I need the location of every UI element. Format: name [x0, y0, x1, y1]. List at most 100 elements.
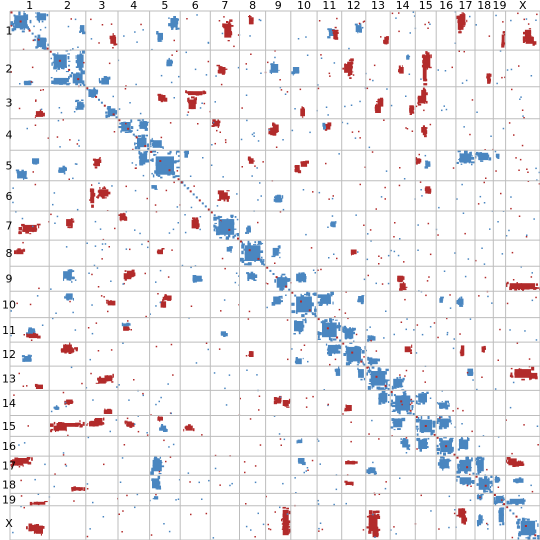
noise-cell	[318, 191, 321, 194]
blue-cell	[338, 322, 340, 326]
noise-cell	[210, 164, 213, 166]
diagonal-cell	[351, 351, 354, 354]
blue-cell	[456, 161, 459, 164]
red-cell	[286, 406, 290, 408]
noise-cell	[189, 481, 191, 483]
blue-cell	[42, 14, 46, 18]
diagonal-cell	[100, 101, 103, 104]
noise-cell	[62, 454, 65, 456]
noise-cell	[99, 187, 101, 189]
red-cell	[423, 88, 426, 92]
noise-cell	[383, 119, 385, 121]
red-cell	[68, 402, 70, 406]
blue-cell	[10, 23, 14, 26]
noise-cell	[411, 402, 413, 404]
noise-cell	[453, 338, 455, 340]
noise-cell	[62, 391, 65, 394]
blue-cell	[411, 400, 415, 403]
noise-cell	[16, 302, 18, 305]
noise-cell	[317, 440, 320, 442]
blue-cell	[439, 416, 443, 418]
noise-cell	[32, 171, 34, 173]
noise-cell	[457, 407, 459, 410]
red-cell	[33, 228, 38, 231]
noise-cell	[355, 214, 357, 216]
blue-cell	[460, 163, 463, 165]
noise-cell	[237, 66, 240, 69]
red-cell	[487, 78, 491, 82]
noise-cell	[139, 232, 141, 235]
blue-cell	[171, 26, 173, 30]
blue-cell	[139, 145, 142, 147]
noise-cell	[505, 419, 507, 421]
diagonal-cell	[387, 387, 390, 390]
blue-cell	[440, 456, 444, 459]
red-cell	[114, 43, 118, 46]
red-cell	[460, 353, 464, 357]
blue-cell	[300, 459, 303, 464]
left-tick-label: 17	[2, 460, 16, 473]
blue-cell	[53, 66, 57, 70]
noise-cell	[69, 300, 71, 303]
blue-cell	[280, 300, 283, 303]
blue-block	[325, 343, 342, 356]
noise-cell	[76, 163, 78, 165]
blue-cell	[216, 232, 220, 236]
blue-cell	[322, 296, 326, 298]
red-cell	[129, 273, 134, 275]
left-tick-label: 2	[6, 62, 13, 75]
blue-cell	[418, 446, 420, 448]
noise-cell	[36, 295, 39, 297]
blue-cell	[428, 427, 432, 431]
red-cell	[17, 463, 19, 466]
blue-cell	[467, 373, 469, 375]
blue-cell	[36, 13, 47, 21]
red-cell	[282, 506, 286, 509]
blue-cell	[271, 67, 273, 70]
red-cell	[78, 422, 81, 426]
blue-cell	[492, 483, 494, 485]
noise-cell	[536, 13, 538, 16]
noise-cell	[221, 257, 224, 260]
blue-cell	[437, 403, 441, 405]
noise-cell	[502, 127, 505, 130]
red-block	[420, 87, 428, 103]
blue-cell	[192, 279, 194, 281]
blue-cell	[171, 160, 174, 163]
diagonal-cell	[442, 442, 445, 445]
red-cell	[368, 510, 373, 515]
red-cell	[66, 403, 70, 405]
noise-cell	[317, 269, 319, 271]
blue-cell	[423, 393, 427, 397]
noise-cell	[495, 170, 497, 172]
noise-cell	[146, 197, 148, 200]
noise-cell	[405, 95, 407, 97]
blue-cell	[35, 16, 39, 18]
blue-cell	[305, 317, 307, 321]
noise-cell	[78, 139, 80, 142]
red-cell	[415, 161, 418, 165]
blue-cell	[441, 467, 445, 469]
red-cell	[383, 39, 386, 44]
blue-cell	[335, 221, 337, 224]
red-cell	[162, 305, 166, 308]
noise-cell	[367, 366, 370, 368]
noise-cell	[380, 36, 382, 38]
blue-cell	[457, 150, 461, 153]
blue-cell	[170, 168, 173, 170]
blue-cell	[219, 237, 223, 239]
noise-cell	[222, 176, 224, 178]
blue-cell	[247, 240, 250, 244]
noise-cell	[70, 366, 73, 369]
red-cell	[15, 462, 20, 465]
blue-block	[475, 151, 492, 162]
blue-cell	[21, 169, 24, 173]
noise-cell	[535, 19, 537, 21]
blue-cell	[463, 161, 467, 164]
red-block	[342, 61, 354, 75]
noise-cell	[454, 426, 456, 428]
red-block	[211, 119, 221, 128]
blue-cell	[437, 451, 440, 455]
diagonal-cell	[65, 65, 67, 68]
